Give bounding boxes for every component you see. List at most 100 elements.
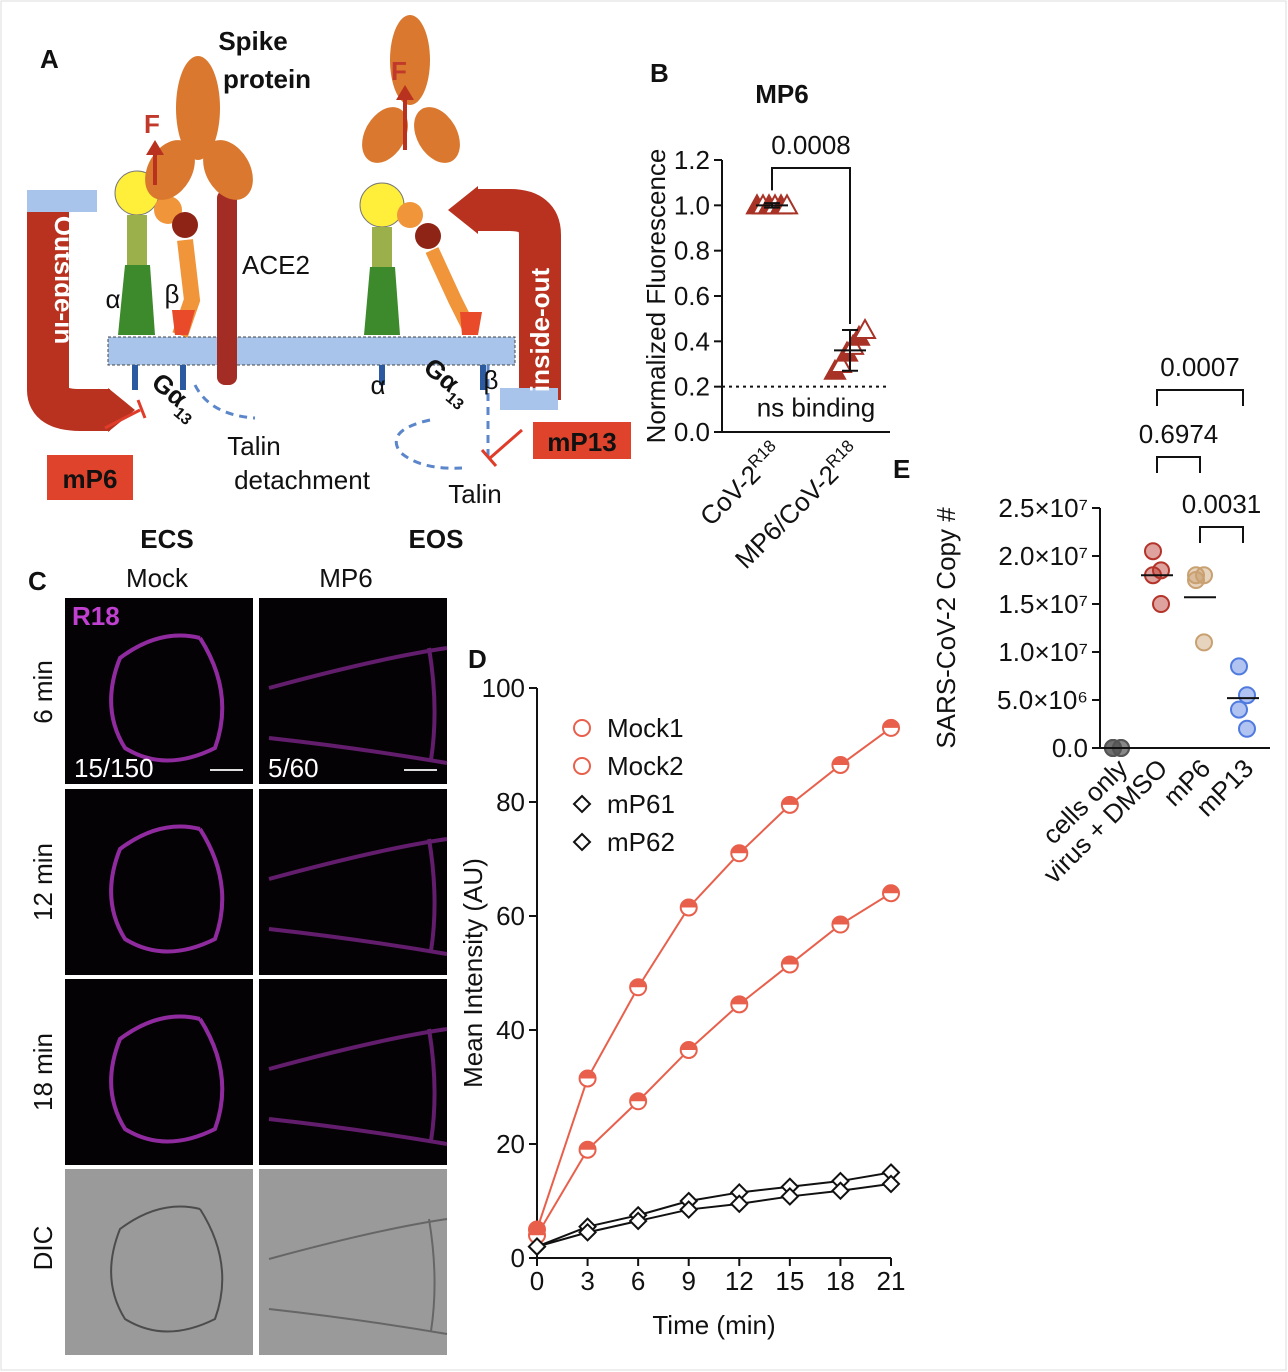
x-tick-label: 6 bbox=[631, 1266, 645, 1296]
panel-a-diagram bbox=[27, 15, 631, 500]
y-tick-label: 40 bbox=[496, 1015, 525, 1045]
legend-marker bbox=[573, 719, 591, 737]
ace2 bbox=[217, 190, 237, 385]
beta-head bbox=[397, 202, 423, 228]
talin-label: Talin bbox=[448, 479, 501, 509]
arrowhead bbox=[448, 186, 478, 234]
p-value: 0.0007 bbox=[1160, 352, 1240, 382]
spike bbox=[390, 15, 430, 105]
x-tick-label: 3 bbox=[580, 1266, 594, 1296]
beta-tail bbox=[180, 365, 186, 390]
micrograph bbox=[259, 979, 447, 1165]
error-bar bbox=[842, 329, 858, 372]
panel-label: B bbox=[650, 58, 669, 88]
dashed-arrow bbox=[193, 384, 256, 420]
y-tick-label: 2.5×10⁷ bbox=[998, 493, 1088, 523]
y-tick-label: 1.2 bbox=[674, 145, 710, 175]
y-tick-label: 60 bbox=[496, 901, 525, 931]
micrograph bbox=[65, 789, 253, 975]
arrow-cap bbox=[500, 388, 558, 410]
spike bbox=[203, 140, 253, 200]
series-line bbox=[536, 892, 892, 1236]
panel-label: D bbox=[468, 644, 487, 674]
cell-outline bbox=[268, 1218, 448, 1335]
inhibitor-label: mP6 bbox=[63, 464, 118, 494]
marker-half bbox=[781, 956, 798, 965]
arrowhead bbox=[108, 388, 135, 432]
y-tick-label: 0.8 bbox=[674, 236, 710, 266]
panel-label: E bbox=[893, 454, 910, 484]
x-tick-label: 18 bbox=[826, 1266, 855, 1296]
count-label: 5/60 bbox=[268, 753, 319, 783]
membrane bbox=[107, 336, 516, 366]
x-axis-label: Time (min) bbox=[652, 1310, 775, 1340]
panel-label: A bbox=[40, 44, 59, 74]
row-label: 12 min bbox=[28, 843, 58, 921]
micrograph bbox=[259, 789, 447, 975]
legend-label: Mock1 bbox=[607, 713, 684, 743]
cell-outline bbox=[109, 1014, 225, 1144]
data-point bbox=[1195, 633, 1213, 652]
row-label: 18 min bbox=[28, 1033, 58, 1111]
y-tick-label: 1.0×10⁷ bbox=[998, 637, 1088, 667]
significance-bracket bbox=[1156, 389, 1244, 406]
cell-outline bbox=[110, 1205, 224, 1333]
data-point bbox=[578, 1222, 597, 1242]
data-point bbox=[1144, 542, 1162, 561]
marker-half bbox=[832, 916, 849, 925]
beta-domain bbox=[172, 212, 198, 238]
data-point bbox=[1238, 719, 1256, 738]
inside-out-arrow bbox=[475, 189, 561, 400]
y-tick-label: 5.0×10⁶ bbox=[997, 685, 1088, 715]
data-point bbox=[679, 1200, 699, 1219]
alpha-tail bbox=[132, 365, 138, 390]
marker-half bbox=[680, 899, 697, 908]
spike-label: Spike bbox=[218, 26, 287, 56]
data-point bbox=[853, 317, 877, 339]
y-tick-label: 0.0 bbox=[1052, 733, 1088, 763]
alpha-label: α bbox=[370, 370, 385, 400]
arrowhead bbox=[396, 85, 414, 100]
y-axis-label: Normalized Fluorescence bbox=[641, 149, 671, 444]
p-value: 0.0008 bbox=[771, 130, 851, 160]
spike bbox=[414, 107, 460, 163]
outside-in-label: Outside-in bbox=[49, 216, 79, 345]
y-tick-label: 80 bbox=[496, 787, 525, 817]
y-tick-label: 0 bbox=[511, 1243, 525, 1273]
marker-half bbox=[731, 845, 748, 854]
arrow-cap bbox=[27, 190, 97, 212]
legend-marker bbox=[572, 832, 592, 852]
spike bbox=[176, 56, 220, 160]
beta-label: β bbox=[484, 365, 499, 395]
beta-foot bbox=[460, 312, 482, 335]
inhibit-mark bbox=[480, 428, 523, 467]
micrograph bbox=[259, 1169, 447, 1355]
force-label: F bbox=[144, 109, 160, 139]
marker-half bbox=[731, 996, 748, 1005]
beta-foot bbox=[172, 310, 195, 335]
marker-half bbox=[781, 796, 798, 805]
marker-half bbox=[630, 1093, 647, 1102]
column-label: MP6 bbox=[319, 563, 372, 593]
alpha-head bbox=[359, 182, 405, 228]
alpha-leg bbox=[127, 215, 147, 265]
spike bbox=[145, 140, 195, 200]
y-tick-label: 20 bbox=[496, 1129, 525, 1159]
y-tick-label: 0.0 bbox=[674, 417, 710, 447]
talin-label: detachment bbox=[234, 465, 371, 495]
data-point bbox=[729, 1194, 749, 1214]
p-value: 0.6974 bbox=[1139, 419, 1219, 449]
marker-half bbox=[680, 1041, 697, 1050]
micrograph bbox=[65, 1169, 253, 1355]
cell-outline bbox=[268, 646, 448, 765]
row-label: 6 min bbox=[28, 660, 58, 724]
marker-half bbox=[630, 979, 647, 988]
y-axis-label: Mean Intensity (AU) bbox=[458, 858, 488, 1088]
spike-label: protein bbox=[223, 64, 311, 94]
data-point bbox=[1152, 595, 1170, 613]
marker-half bbox=[579, 1070, 596, 1079]
marker-half bbox=[579, 1141, 596, 1150]
marker-half bbox=[832, 756, 849, 765]
y-tick-label: 2.0×10⁷ bbox=[998, 541, 1088, 571]
